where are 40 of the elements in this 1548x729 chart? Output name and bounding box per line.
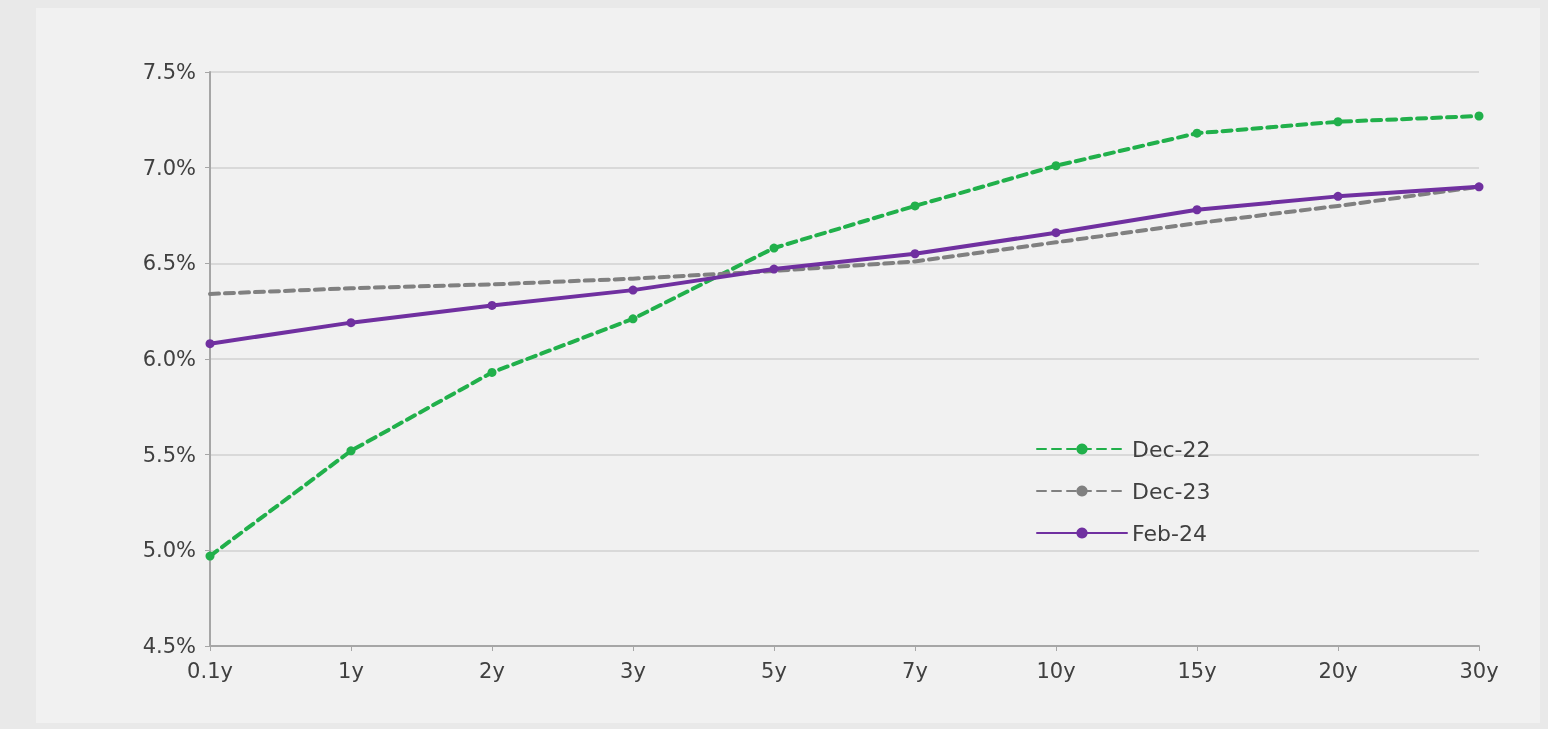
y-tick-label: 6.0% bbox=[142, 347, 196, 371]
y-tick-label: 4.5% bbox=[142, 634, 196, 658]
point bbox=[1333, 117, 1343, 127]
point bbox=[628, 285, 638, 295]
point bbox=[769, 243, 779, 253]
point bbox=[1192, 128, 1202, 138]
y-tick-label: 6.5% bbox=[142, 251, 196, 276]
x-tick-label: 30y bbox=[1459, 658, 1499, 683]
point bbox=[205, 339, 215, 349]
x-tick-label: 2y bbox=[479, 658, 505, 683]
point bbox=[346, 318, 356, 328]
point bbox=[1333, 191, 1343, 201]
y-tick-label: 7.0% bbox=[142, 155, 196, 180]
legend-label: Feb-24 bbox=[1132, 520, 1207, 546]
x-tick-label: 15y bbox=[1177, 658, 1217, 683]
point bbox=[205, 551, 215, 561]
point bbox=[1051, 228, 1061, 238]
y-tick-label: 5.0% bbox=[142, 538, 196, 563]
point bbox=[1051, 161, 1061, 171]
x-tick-label: 1y bbox=[338, 658, 364, 683]
point bbox=[628, 314, 638, 324]
point bbox=[1192, 205, 1202, 215]
point bbox=[1474, 111, 1484, 121]
y-tick-label: 7.5% bbox=[142, 60, 196, 84]
y-tick-label: 5.5% bbox=[142, 442, 196, 467]
legend-label: Dec-23 bbox=[1132, 478, 1211, 504]
x-tick-label: 5y bbox=[761, 658, 787, 683]
x-tick-label: 7y bbox=[902, 658, 928, 683]
point bbox=[346, 446, 356, 456]
x-tick-label: 3y bbox=[620, 658, 646, 683]
point bbox=[910, 249, 920, 259]
legend-label: Dec-22 bbox=[1132, 436, 1211, 462]
point bbox=[1474, 182, 1484, 192]
x-tick-label: 10y bbox=[1036, 658, 1076, 683]
point bbox=[487, 367, 497, 377]
x-tick-label: 0.1y bbox=[187, 658, 233, 683]
point bbox=[769, 264, 779, 274]
point bbox=[487, 300, 497, 310]
point bbox=[910, 201, 920, 211]
x-tick-label: 20y bbox=[1318, 658, 1358, 683]
